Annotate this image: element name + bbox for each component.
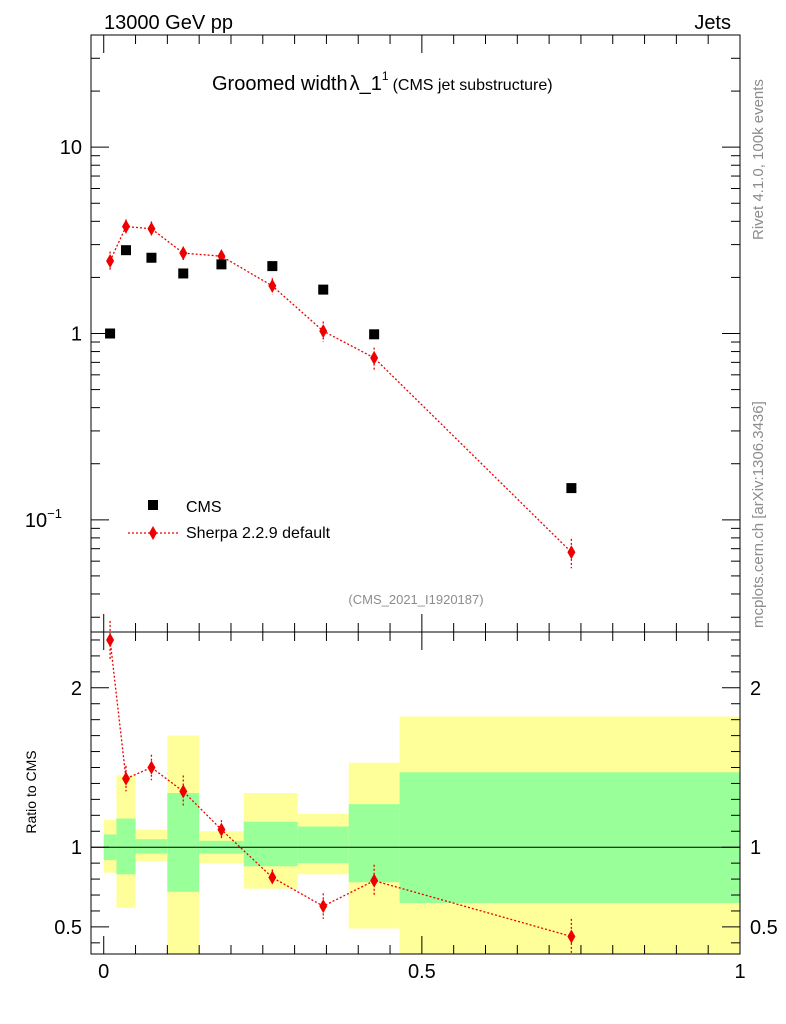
band-inner-2 bbox=[135, 839, 168, 854]
sherpa-point bbox=[106, 253, 115, 268]
cms-point bbox=[105, 328, 116, 339]
cms-point bbox=[566, 483, 577, 494]
mcplots-label: mcplots.cern.ch [arXiv:1306.3436] bbox=[750, 401, 767, 628]
ratio-axis-ticks: 0 0.5 12 21 10.5 0.5 bbox=[54, 632, 778, 983]
sherpa-point bbox=[268, 278, 277, 293]
title-symbol: λ_1 bbox=[350, 73, 382, 95]
rivet-label: Rivet 4.1.0, 100k events bbox=[750, 79, 767, 240]
ratio-ytick-label-left-2: 0.5 bbox=[54, 917, 82, 939]
band-inner-1 bbox=[116, 818, 136, 875]
ratio-xtick-label-0: 0 bbox=[98, 961, 109, 983]
cms-point bbox=[178, 268, 189, 279]
legend-label-cms: CMS bbox=[186, 499, 222, 516]
ratio-point bbox=[179, 784, 188, 799]
band-inner-5 bbox=[243, 821, 298, 867]
sherpa-point bbox=[370, 350, 379, 365]
main-series bbox=[105, 219, 577, 569]
title-sub: (CMS jet substructure) bbox=[393, 77, 553, 94]
ratio-ytick-label-left-0: 2 bbox=[71, 678, 82, 700]
cms-point bbox=[318, 284, 329, 295]
legend-marker-cms bbox=[148, 500, 158, 510]
analysis-id: (CMS_2021_I1920187) bbox=[348, 592, 483, 607]
ratio-series bbox=[106, 620, 576, 954]
main-ytick-label-1: 1 bbox=[71, 324, 82, 346]
legend-label-sherpa: Sherpa 2.2.9 default bbox=[186, 525, 331, 542]
ratio-xtick-label-1: 0.5 bbox=[408, 961, 436, 983]
plot-title: Groomed width λ_11 (CMS jet substructure) bbox=[212, 69, 553, 95]
cms-point bbox=[369, 329, 380, 340]
ratio-ytick-label-right-1: 1 bbox=[750, 837, 761, 859]
ratio-point bbox=[106, 632, 115, 647]
ratio-point bbox=[567, 929, 576, 944]
cms-point bbox=[146, 252, 157, 263]
ratio-ytick-label-right-0: 2 bbox=[750, 678, 761, 700]
cms-point bbox=[267, 261, 278, 272]
ratio-point bbox=[370, 873, 379, 888]
main-ytick-label-0: 10 bbox=[60, 137, 82, 159]
sherpa-point bbox=[121, 219, 130, 234]
band-inner-8 bbox=[399, 772, 740, 903]
band-inner-3 bbox=[167, 793, 200, 892]
ratio-point bbox=[147, 760, 156, 775]
sherpa-point bbox=[567, 545, 576, 560]
header-left: 13000 GeV pp bbox=[104, 12, 233, 34]
ratio-bands bbox=[103, 716, 740, 954]
ratio-point bbox=[121, 771, 130, 786]
sherpa-point bbox=[147, 221, 156, 236]
cms-point bbox=[120, 245, 131, 256]
ratio-point bbox=[268, 870, 277, 885]
header-right: Jets bbox=[694, 12, 731, 34]
band-inner-6 bbox=[297, 826, 349, 864]
sherpa-point bbox=[319, 324, 328, 339]
title-main: Groomed width bbox=[212, 73, 348, 95]
ratio-point bbox=[217, 822, 226, 837]
main-plot-frame bbox=[90, 34, 741, 633]
ratio-ylabel: Ratio to CMS bbox=[23, 750, 39, 833]
ratio-ytick-label-left-1: 1 bbox=[71, 837, 82, 859]
sherpa-point bbox=[179, 246, 188, 261]
ratio-ytick-label-right-2: 0.5 bbox=[750, 917, 778, 939]
main-axis-ticks: 10 1 10−1 bbox=[25, 34, 741, 632]
title-sup: 1 bbox=[382, 69, 389, 83]
ratio-plot-frame bbox=[90, 631, 741, 955]
legend-marker-sherpa bbox=[149, 526, 157, 540]
ratio-point bbox=[319, 899, 328, 914]
legend: CMS Sherpa 2.2.9 default bbox=[128, 499, 331, 542]
cms-point bbox=[216, 259, 227, 270]
ratio-xtick-label-2: 1 bbox=[734, 961, 745, 983]
main-ytick-label-2: 10−1 bbox=[25, 506, 62, 532]
